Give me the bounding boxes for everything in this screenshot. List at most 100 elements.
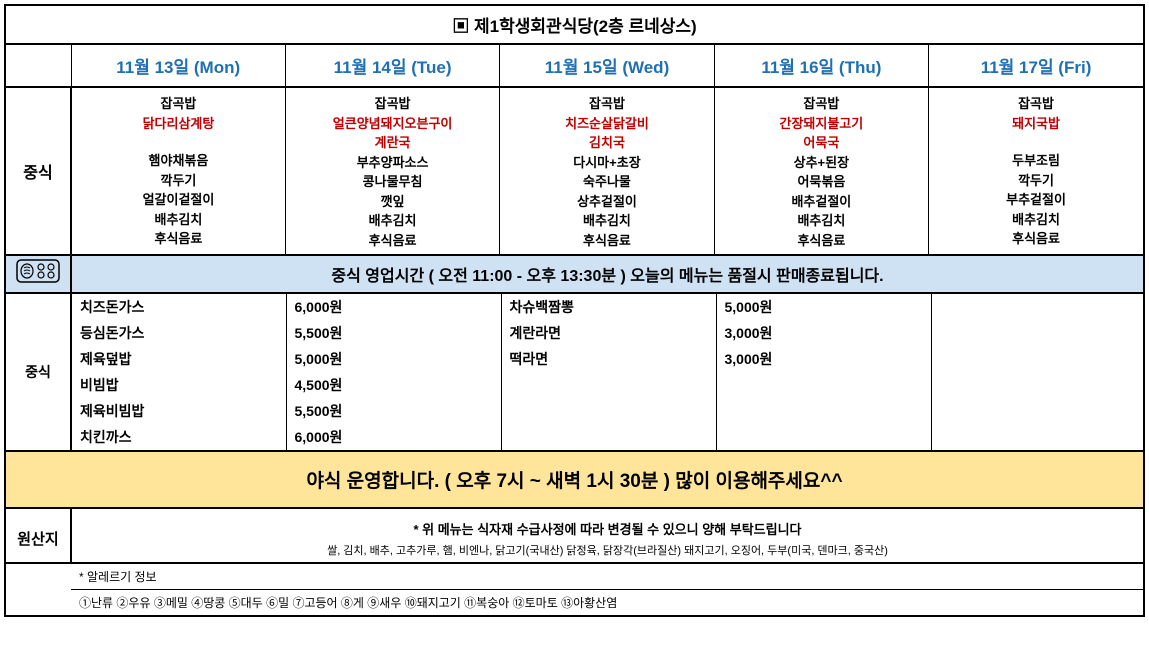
lunch-wed: 잡곡밥 치즈순살닭갈비 김치국 다시마+초장 숙주나물 상추겉절이 배추김치 후… xyxy=(500,87,714,255)
price-row: 비빔밥 4,500원 xyxy=(6,372,1143,398)
spacer xyxy=(933,133,1139,151)
side: 햄야채볶음 xyxy=(76,151,281,171)
blank xyxy=(6,590,71,616)
side: 후식음료 xyxy=(76,229,281,249)
side: 후식음료 xyxy=(719,231,924,251)
rice: 잡곡밥 xyxy=(76,94,281,114)
blank xyxy=(716,398,931,424)
side: 숙주나물 xyxy=(504,172,709,192)
main: 간장돼지불고기 xyxy=(719,114,924,134)
price-table: 중식 치즈돈가스 6,000원 차슈백짬뽕 5,000원 등심돈가스 5,500… xyxy=(6,294,1143,615)
blank xyxy=(931,424,1143,451)
side: 깍두기 xyxy=(76,171,281,191)
rice: 잡곡밥 xyxy=(933,94,1139,114)
side: 부추겉절이 xyxy=(933,190,1139,210)
evening-row: 야식 운영합니다. ( 오후 7시 ~ 새벽 1시 30분 ) 많이 이용해주세… xyxy=(6,451,1143,508)
item-price: 5,000원 xyxy=(286,346,501,372)
item-price: 3,000원 xyxy=(716,346,931,372)
allergy-list-row: ①난류 ②우유 ③메밀 ④땅콩 ⑤대두 ⑥밀 ⑦고등어 ⑧게 ⑨새우 ⑩돼지고기… xyxy=(6,590,1143,616)
blank xyxy=(501,424,716,451)
side: 얼갈이겉절이 xyxy=(76,190,281,210)
main: 얼큰양념돼지오븐구이 xyxy=(290,114,495,134)
item-name: 제육비빔밥 xyxy=(71,398,286,424)
side: 부추양파소스 xyxy=(290,153,495,173)
allergy-label-row: * 알레르기 정보 xyxy=(6,563,1143,590)
soup: 계란국 xyxy=(290,133,495,153)
soup: 김치국 xyxy=(504,133,709,153)
date-tue: 11월 14일 (Tue) xyxy=(285,45,499,87)
hours-text: 중식 영업시간 ( 오전 11:00 - 오후 13:30분 ) 오늘의 메뉴는… xyxy=(71,255,1143,293)
origin-note1: * 위 메뉴는 식자재 수급사정에 따라 변경될 수 있으니 양해 부탁드립니다 xyxy=(72,519,1143,538)
item-name: 떡라면 xyxy=(501,346,716,372)
menu-board: ▣ 제1학생회관식당(2층 르네상스) 11월 13일 (Mon) 11월 14… xyxy=(4,4,1145,617)
side: 깻잎 xyxy=(290,192,495,212)
price-row: 치킨까스 6,000원 xyxy=(6,424,1143,451)
menu-table: 11월 13일 (Mon) 11월 14일 (Tue) 11월 15일 (Wed… xyxy=(6,45,1143,294)
board-title: ▣ 제1학생회관식당(2층 르네상스) xyxy=(6,6,1143,45)
item-name: 제육덮밥 xyxy=(71,346,286,372)
side: 배추김치 xyxy=(504,211,709,231)
item-price: 4,500원 xyxy=(286,372,501,398)
item-name: 치킨까스 xyxy=(71,424,286,451)
side: 후식음료 xyxy=(933,229,1139,249)
date-row-blank xyxy=(6,45,71,87)
price-label: 중식 xyxy=(6,294,71,451)
side: 배추김치 xyxy=(290,211,495,231)
price-row: 제육비빔밥 5,500원 xyxy=(6,398,1143,424)
blank xyxy=(501,372,716,398)
lunch-mon: 잡곡밥 닭다리삼계탕 햄야채볶음 깍두기 얼갈이겉절이 배추김치 후식음료 xyxy=(71,87,285,255)
price-row: 중식 치즈돈가스 6,000원 차슈백짬뽕 5,000원 xyxy=(6,294,1143,320)
blank xyxy=(931,294,1143,320)
soup: 어묵국 xyxy=(719,133,924,153)
rice: 잡곡밥 xyxy=(719,94,924,114)
main: 치즈순살닭갈비 xyxy=(504,114,709,134)
blank xyxy=(6,563,71,590)
item-name: 치즈돈가스 xyxy=(71,294,286,320)
blank xyxy=(931,320,1143,346)
side: 콩나물무침 xyxy=(290,172,495,192)
side: 두부조림 xyxy=(933,151,1139,171)
date-fri: 11월 17일 (Fri) xyxy=(929,45,1143,87)
item-price: 3,000원 xyxy=(716,320,931,346)
lunch-row: 중식 잡곡밥 닭다리삼계탕 햄야채볶음 깍두기 얼갈이겉절이 배추김치 후식음료… xyxy=(6,87,1143,255)
price-row: 제육덮밥 5,000원 떡라면 3,000원 xyxy=(6,346,1143,372)
date-thu: 11월 16일 (Thu) xyxy=(714,45,928,87)
allergy-label: * 알레르기 정보 xyxy=(71,563,1143,590)
side: 깍두기 xyxy=(933,171,1139,191)
side: 배추김치 xyxy=(719,211,924,231)
hours-row: 중식 영업시간 ( 오전 11:00 - 오후 13:30분 ) 오늘의 메뉴는… xyxy=(6,255,1143,293)
side: 어묵볶음 xyxy=(719,172,924,192)
main: 닭다리삼계탕 xyxy=(76,114,281,134)
date-row: 11월 13일 (Mon) 11월 14일 (Tue) 11월 15일 (Wed… xyxy=(6,45,1143,87)
side: 배추김치 xyxy=(933,210,1139,230)
item-price: 6,000원 xyxy=(286,424,501,451)
blank xyxy=(501,398,716,424)
origin-row: 원산지 * 위 메뉴는 식자재 수급사정에 따라 변경될 수 있으니 양해 부탁… xyxy=(6,508,1143,563)
origin-note2: 쌀, 김치, 배추, 고추가루, 햄, 비엔나, 닭고기(국내산) 닭정육, 닭… xyxy=(72,538,1143,558)
side: 후식음료 xyxy=(290,231,495,251)
date-mon: 11월 13일 (Mon) xyxy=(71,45,285,87)
item-price: 5,500원 xyxy=(286,320,501,346)
item-name: 계란라면 xyxy=(501,320,716,346)
allergy-list: ①난류 ②우유 ③메밀 ④땅콩 ⑤대두 ⑥밀 ⑦고등어 ⑧게 ⑨새우 ⑩돼지고기… xyxy=(71,590,1143,616)
blank xyxy=(716,424,931,451)
item-price: 5,500원 xyxy=(286,398,501,424)
item-name: 차슈백짬뽕 xyxy=(501,294,716,320)
spacer xyxy=(76,133,281,151)
side: 다시마+초장 xyxy=(504,153,709,173)
evening-text: 야식 운영합니다. ( 오후 7시 ~ 새벽 1시 30분 ) 많이 이용해주세… xyxy=(6,451,1143,508)
lunch-label: 중식 xyxy=(6,87,71,255)
side: 배추겉절이 xyxy=(719,192,924,212)
price-row: 등심돈가스 5,500원 계란라면 3,000원 xyxy=(6,320,1143,346)
item-name: 비빔밥 xyxy=(71,372,286,398)
side: 상추+된장 xyxy=(719,153,924,173)
side: 후식음료 xyxy=(504,231,709,251)
rice: 잡곡밥 xyxy=(504,94,709,114)
item-price: 5,000원 xyxy=(716,294,931,320)
meal-icon xyxy=(6,255,71,293)
date-wed: 11월 15일 (Wed) xyxy=(500,45,714,87)
blank xyxy=(716,372,931,398)
main: 돼지국밥 xyxy=(933,114,1139,134)
item-price: 6,000원 xyxy=(286,294,501,320)
lunch-thu: 잡곡밥 간장돼지불고기 어묵국 상추+된장 어묵볶음 배추겉절이 배추김치 후식… xyxy=(714,87,928,255)
